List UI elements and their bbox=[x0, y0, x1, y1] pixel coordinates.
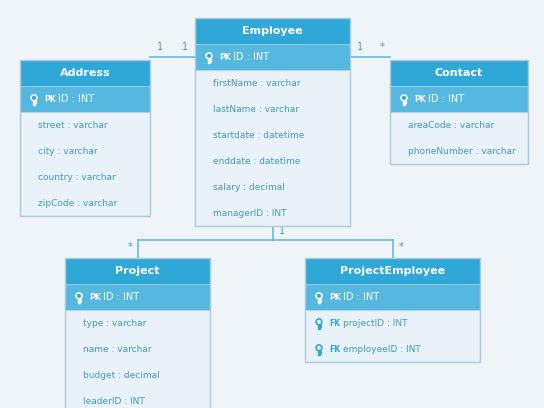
Text: enddate : datetime: enddate : datetime bbox=[213, 157, 300, 166]
FancyBboxPatch shape bbox=[65, 258, 210, 284]
Text: *: * bbox=[127, 242, 132, 252]
Bar bbox=[33, 99, 35, 105]
FancyBboxPatch shape bbox=[195, 70, 350, 226]
Text: leaderID : INT: leaderID : INT bbox=[83, 397, 145, 406]
Circle shape bbox=[318, 346, 320, 349]
FancyBboxPatch shape bbox=[305, 284, 480, 310]
Circle shape bbox=[33, 96, 35, 99]
Circle shape bbox=[31, 95, 37, 101]
Circle shape bbox=[206, 53, 212, 59]
Bar bbox=[318, 349, 320, 355]
Bar bbox=[79, 299, 81, 301]
Bar bbox=[319, 299, 320, 301]
Text: Address: Address bbox=[60, 68, 110, 78]
Text: budget : decimal: budget : decimal bbox=[83, 370, 160, 379]
Text: PK: PK bbox=[414, 95, 425, 104]
FancyBboxPatch shape bbox=[20, 112, 150, 216]
Bar bbox=[209, 61, 210, 62]
Circle shape bbox=[403, 96, 405, 99]
FancyBboxPatch shape bbox=[65, 284, 210, 310]
Text: lastName : varchar: lastName : varchar bbox=[213, 104, 299, 113]
Circle shape bbox=[316, 293, 322, 299]
Text: street : varchar: street : varchar bbox=[38, 120, 108, 129]
FancyBboxPatch shape bbox=[390, 86, 528, 112]
Text: Contact: Contact bbox=[435, 68, 483, 78]
Bar bbox=[78, 297, 80, 303]
Circle shape bbox=[318, 320, 320, 323]
Circle shape bbox=[78, 295, 81, 297]
Bar bbox=[403, 99, 405, 105]
Text: PK: PK bbox=[44, 95, 55, 104]
Circle shape bbox=[318, 295, 320, 297]
Text: areaCode : varchar: areaCode : varchar bbox=[408, 120, 494, 129]
Text: type : varchar: type : varchar bbox=[83, 319, 146, 328]
Text: Project: Project bbox=[115, 266, 160, 276]
Text: 1: 1 bbox=[157, 42, 163, 52]
Text: Employee: Employee bbox=[242, 26, 303, 36]
FancyBboxPatch shape bbox=[20, 60, 150, 86]
Text: name : varchar: name : varchar bbox=[83, 344, 152, 353]
Text: PK: PK bbox=[219, 53, 231, 62]
Text: PK: PK bbox=[89, 293, 101, 302]
Text: 1: 1 bbox=[357, 42, 363, 52]
Bar bbox=[319, 353, 320, 354]
Bar bbox=[79, 301, 80, 302]
Bar bbox=[318, 297, 320, 303]
Circle shape bbox=[316, 345, 322, 351]
Bar bbox=[318, 323, 320, 329]
Bar bbox=[319, 351, 320, 353]
Text: *: * bbox=[380, 42, 385, 52]
FancyBboxPatch shape bbox=[195, 18, 350, 44]
FancyBboxPatch shape bbox=[390, 60, 528, 86]
Circle shape bbox=[76, 293, 82, 299]
Text: ProjectEmployee: ProjectEmployee bbox=[340, 266, 445, 276]
Text: ID : INT: ID : INT bbox=[428, 94, 464, 104]
Text: ID : INT: ID : INT bbox=[233, 52, 269, 62]
Bar bbox=[404, 103, 405, 104]
Text: ID : INT: ID : INT bbox=[58, 94, 94, 104]
Circle shape bbox=[401, 95, 407, 101]
Text: city : varchar: city : varchar bbox=[38, 146, 97, 155]
Text: zipCode : varchar: zipCode : varchar bbox=[38, 199, 118, 208]
Text: FK: FK bbox=[329, 319, 340, 328]
Text: PK: PK bbox=[329, 293, 341, 302]
Bar bbox=[319, 327, 320, 328]
Text: phoneNumber : varchar: phoneNumber : varchar bbox=[408, 146, 516, 155]
FancyBboxPatch shape bbox=[390, 112, 528, 164]
Text: FK: FK bbox=[329, 344, 340, 353]
Text: startdate : datetime: startdate : datetime bbox=[213, 131, 305, 140]
FancyBboxPatch shape bbox=[65, 310, 210, 408]
Text: ID : INT: ID : INT bbox=[103, 292, 139, 302]
Text: 1: 1 bbox=[182, 42, 188, 52]
Text: firstName : varchar: firstName : varchar bbox=[213, 78, 300, 87]
Bar bbox=[319, 301, 320, 302]
Circle shape bbox=[316, 319, 322, 325]
Text: employeeID : INT: employeeID : INT bbox=[343, 344, 421, 353]
Bar bbox=[34, 103, 35, 104]
FancyBboxPatch shape bbox=[195, 44, 350, 70]
Text: 1: 1 bbox=[279, 226, 285, 236]
Circle shape bbox=[208, 54, 211, 57]
Text: projectID : INT: projectID : INT bbox=[343, 319, 407, 328]
Text: managerID : INT: managerID : INT bbox=[213, 208, 287, 217]
Bar bbox=[208, 57, 210, 63]
FancyBboxPatch shape bbox=[20, 86, 150, 112]
FancyBboxPatch shape bbox=[305, 258, 480, 284]
Text: *: * bbox=[399, 242, 403, 252]
Text: country : varchar: country : varchar bbox=[38, 173, 116, 182]
FancyBboxPatch shape bbox=[305, 310, 480, 362]
Text: salary : decimal: salary : decimal bbox=[213, 182, 285, 191]
Text: ID : INT: ID : INT bbox=[343, 292, 379, 302]
